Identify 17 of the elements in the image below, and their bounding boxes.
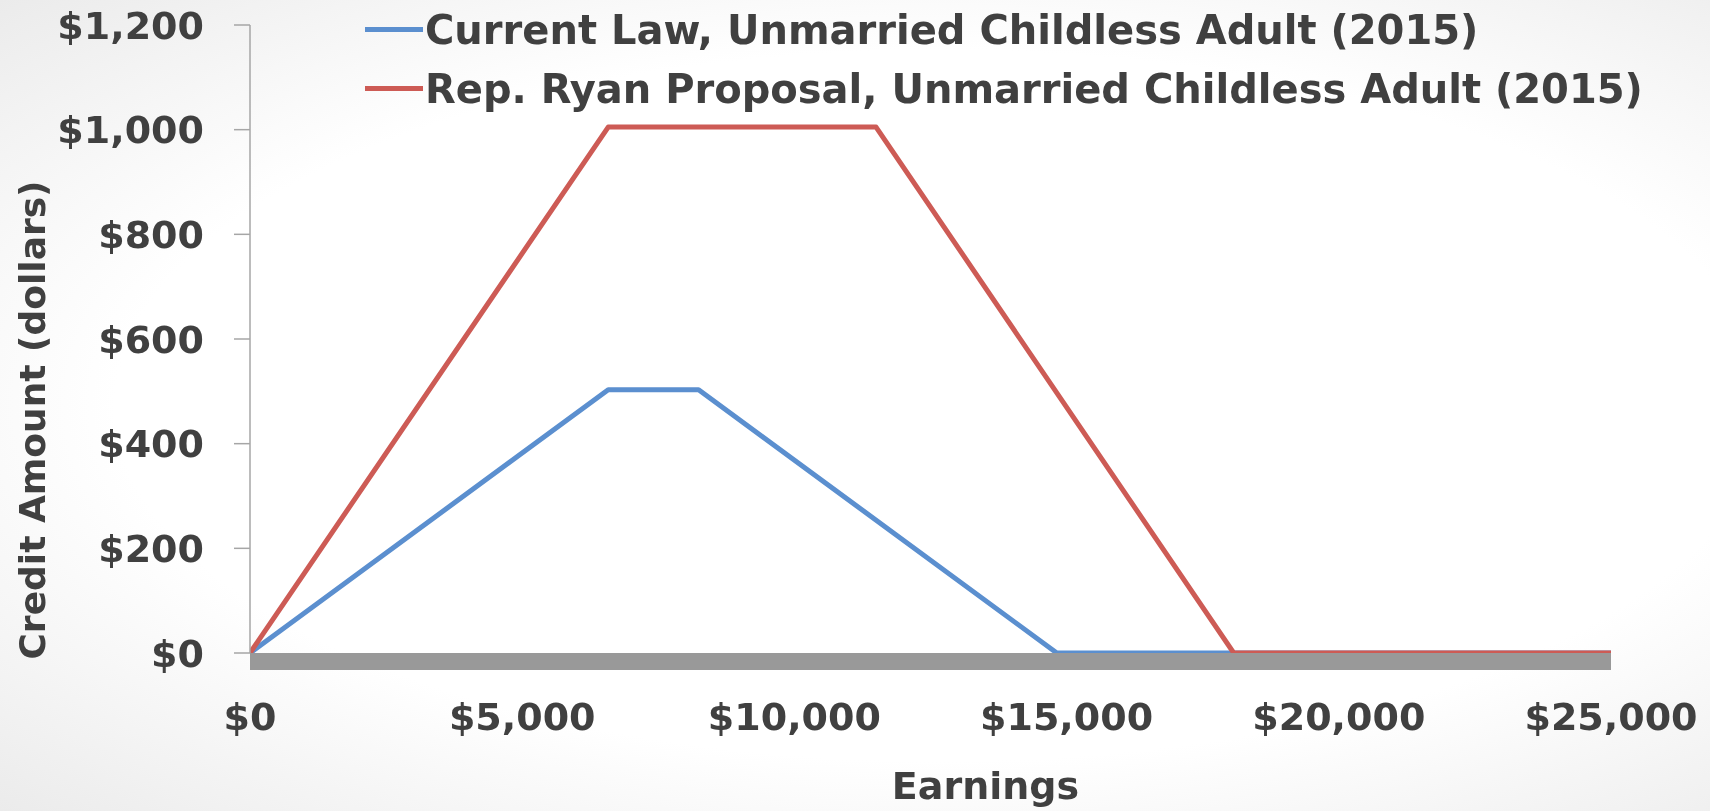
y-tick-label: $1,200	[57, 3, 204, 48]
x-axis-title: Earnings	[891, 764, 1080, 808]
y-tick-label: $0	[151, 631, 204, 676]
y-axis-title: Credit Amount (dollars)	[11, 180, 53, 660]
y-tick-label: $200	[98, 527, 204, 572]
x-tick-label: $25,000	[1524, 694, 1698, 739]
x-tick-label: $15,000	[980, 694, 1154, 739]
y-tick-label: $400	[98, 422, 204, 467]
legend-label: Current Law, Unmarried Childless Adult (2015)	[425, 6, 1479, 53]
y-tick-label: $800	[98, 213, 204, 258]
y-tick-label: $1,000	[57, 108, 204, 153]
legend-label: Rep. Ryan Proposal, Unmarried Childless Adult (2015)	[425, 65, 1643, 112]
x-tick-label: $10,000	[707, 694, 881, 739]
x-tick-label: $20,000	[1252, 694, 1426, 739]
y-tick-label: $600	[98, 317, 204, 362]
x-tick-label: $5,000	[448, 694, 596, 739]
x-tick-label: $0	[223, 694, 277, 739]
